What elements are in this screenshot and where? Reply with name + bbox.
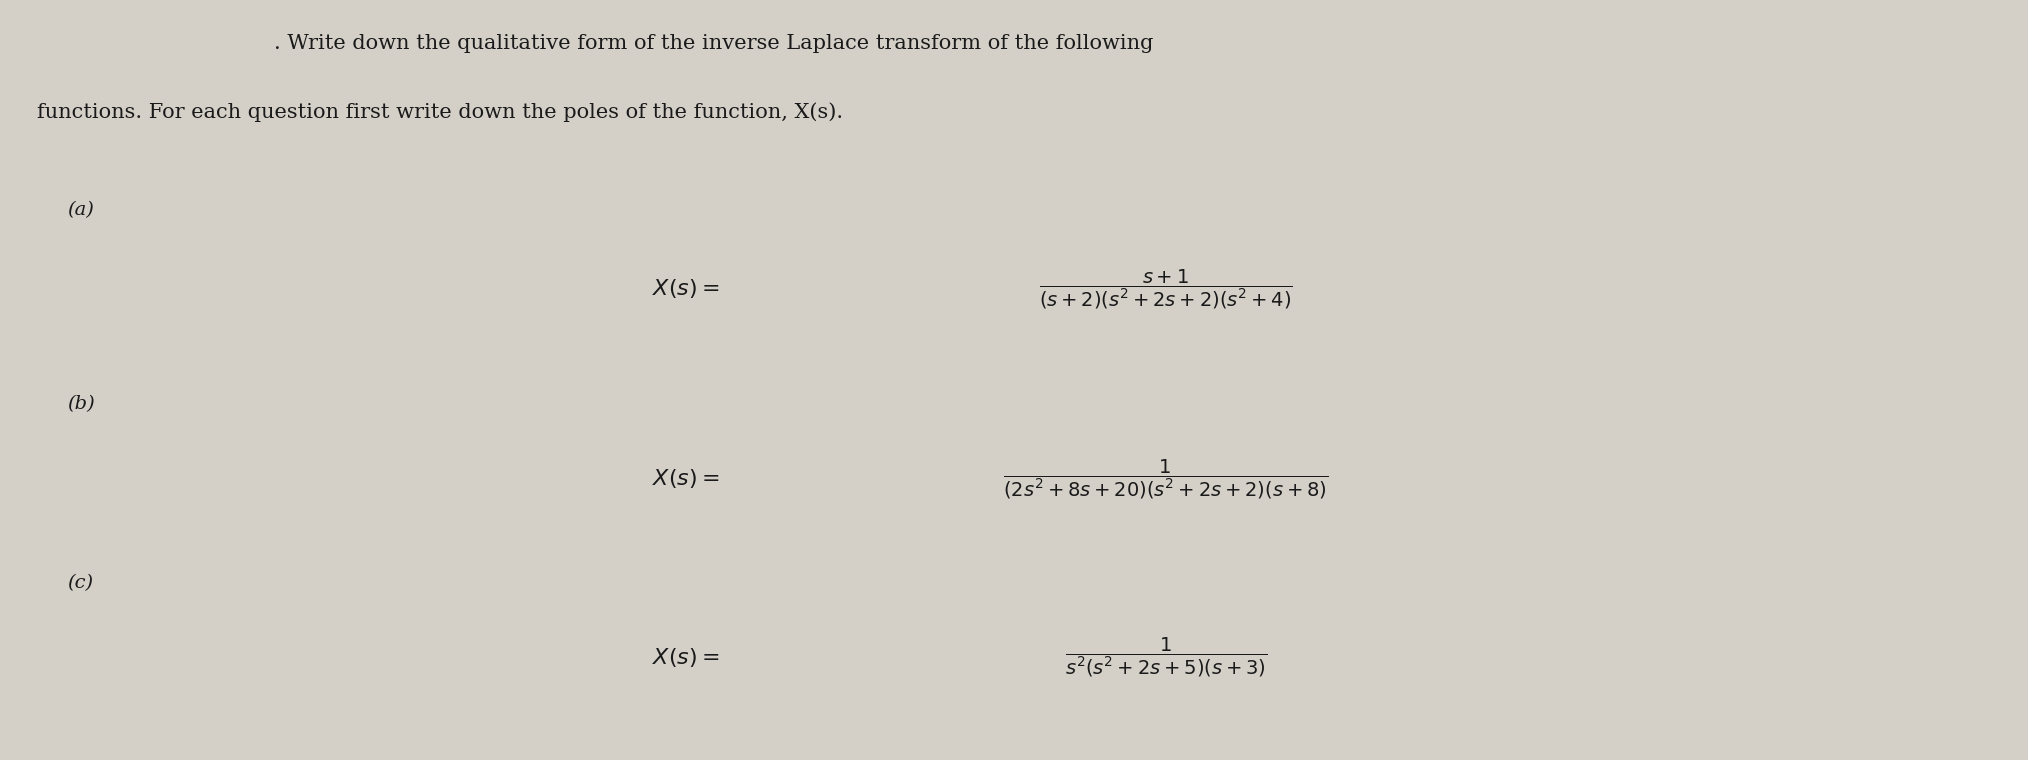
Text: $X(s) =$: $X(s) =$ [653, 646, 720, 669]
Text: $X(s) =$: $X(s) =$ [653, 277, 720, 300]
Text: (b): (b) [67, 395, 95, 413]
Text: . Write down the qualitative form of the inverse Laplace transform of the follow: . Write down the qualitative form of the… [274, 34, 1154, 53]
Text: $\dfrac{1}{s^{2}(s^{2}+2s+5)(s+3)}$: $\dfrac{1}{s^{2}(s^{2}+2s+5)(s+3)}$ [1065, 635, 1268, 679]
Text: $X(s) =$: $X(s) =$ [653, 467, 720, 490]
Text: $\dfrac{s+1}{(s+2)(s^{2}+2s+2)(s^{2}+4)}$: $\dfrac{s+1}{(s+2)(s^{2}+2s+2)(s^{2}+4)}… [1038, 267, 1294, 311]
Text: (c): (c) [67, 574, 93, 592]
Text: (a): (a) [67, 201, 93, 220]
Text: $\dfrac{1}{(2s^{2}+8s+20)(s^{2}+2s+2)(s+8)}$: $\dfrac{1}{(2s^{2}+8s+20)(s^{2}+2s+2)(s+… [1004, 457, 1328, 501]
Text: functions. For each question first write down the poles of the function, X(s).: functions. For each question first write… [37, 103, 842, 122]
